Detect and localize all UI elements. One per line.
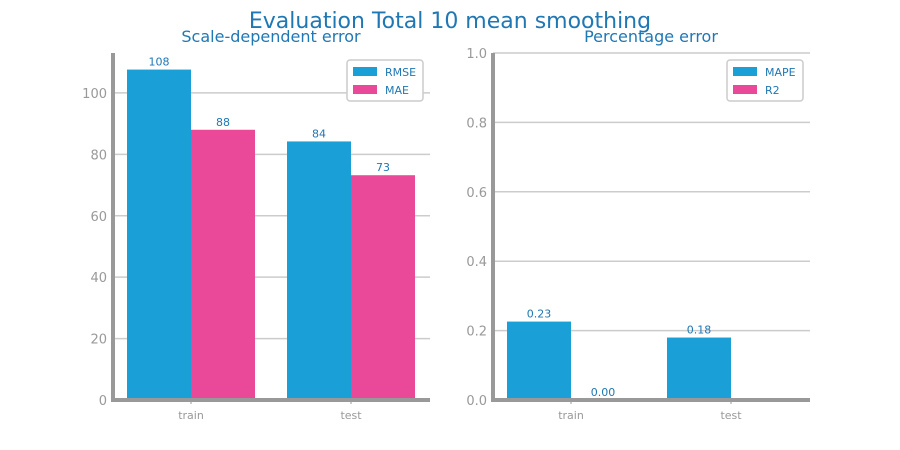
figure-title: Evaluation Total 10 mean smoothing xyxy=(249,9,651,34)
y-tick-label: 0.0 xyxy=(466,394,487,409)
data-label: 0.00 xyxy=(591,386,616,399)
data-label: 88 xyxy=(216,116,230,129)
legend-label: MAE xyxy=(385,84,409,97)
y-tick-label: 0.2 xyxy=(466,325,487,340)
legend-label: R2 xyxy=(765,84,780,97)
legend-swatch xyxy=(353,67,377,76)
chart-percentage-error: Percentage error 0.0 0.2 0.4 0.6 0.8 1.0 0.23 0.… xyxy=(466,27,810,422)
bar-mae-train xyxy=(191,129,255,401)
legend-swatch xyxy=(353,85,377,94)
chart-scale-dependent-error: Scale-dependent error 0 20 40 60 80 100 108 88 tr… xyxy=(82,27,430,422)
legend: MAPE R2 xyxy=(726,59,804,102)
bar-mae-test xyxy=(351,175,415,400)
chart-title: Scale-dependent error xyxy=(181,27,361,46)
legend-label: RMSE xyxy=(385,66,416,79)
legend: RMSE MAE xyxy=(346,59,424,102)
y-tick-label: 0 xyxy=(99,394,107,409)
y-tick-label: 60 xyxy=(90,210,107,225)
bar-mape-test xyxy=(667,337,731,400)
x-tick-label: train xyxy=(558,409,584,422)
data-label: 73 xyxy=(376,161,390,174)
legend-swatch xyxy=(733,67,757,76)
x-tick-label: test xyxy=(720,409,742,422)
y-tick-label: 80 xyxy=(90,148,107,163)
y-tick-label: 0.8 xyxy=(466,116,487,131)
x-tick-label: test xyxy=(340,409,362,422)
bar-rmse-test xyxy=(287,141,351,400)
bar-rmse-train xyxy=(127,69,191,400)
y-tick-label: 0.6 xyxy=(466,186,487,201)
data-label: 0.18 xyxy=(687,324,712,337)
chart-title: Percentage error xyxy=(584,27,718,46)
bar-mape-train xyxy=(507,321,571,400)
legend-swatch xyxy=(733,85,757,94)
x-tick-label: train xyxy=(178,409,204,422)
data-label: 0.23 xyxy=(527,308,552,321)
data-label: 108 xyxy=(149,56,170,69)
y-tick-label: 1.0 xyxy=(466,47,487,62)
y-tick-label: 0.4 xyxy=(466,255,487,270)
y-tick-label: 20 xyxy=(90,333,107,348)
y-tick-label: 40 xyxy=(90,271,107,286)
legend-label: MAPE xyxy=(765,66,796,79)
data-label: 84 xyxy=(312,127,326,140)
y-tick-label: 100 xyxy=(82,87,107,102)
